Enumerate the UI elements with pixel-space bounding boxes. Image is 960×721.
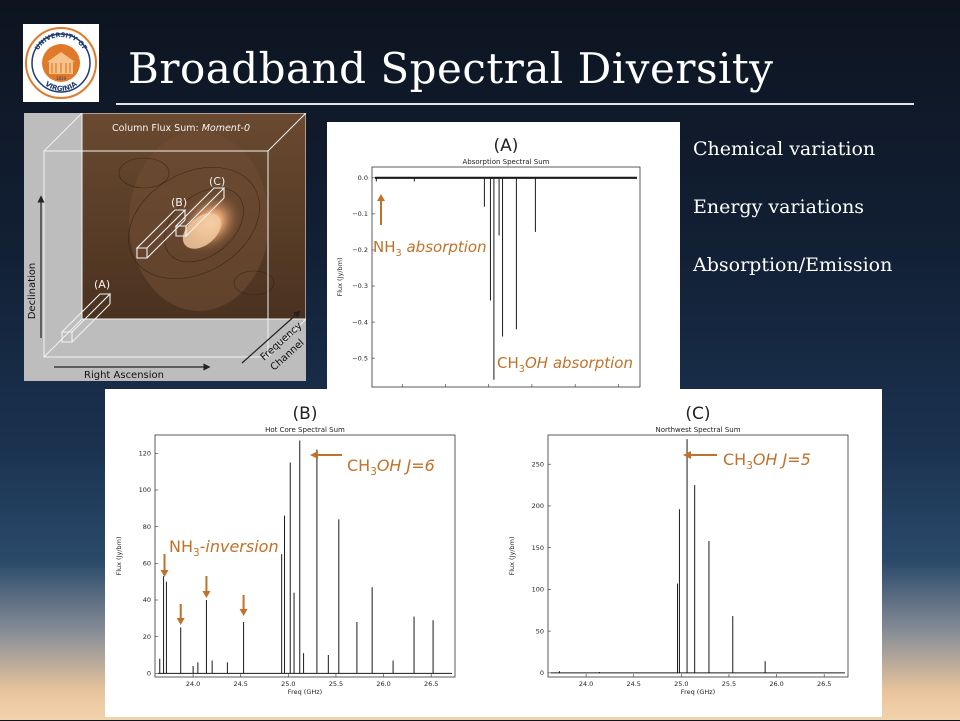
chart-b-ytick-label: 120 — [139, 450, 151, 458]
chart-a-nh3-annotation: NH3 absorption — [373, 238, 487, 259]
chart-b-title: Hot Core Spectral Sum — [265, 426, 345, 434]
emission-spectra-panel: (B) Hot Core Spectral Sum 24.0 24.5 25.0 25.5… — [105, 389, 882, 717]
cube-box-label-a: (A) — [94, 278, 110, 291]
chart-b-chart: (B) Hot Core Spectral Sum 24.0 24.5 25.0 25.5… — [115, 404, 456, 696]
logo-year: 1819 — [56, 76, 67, 81]
chart-b-ytick-label: 100 — [139, 486, 151, 494]
chart-b-ytick-label: 60 — [143, 560, 151, 568]
chart-a-ch3oh-annotation: CH3OH absorption — [497, 354, 633, 375]
chart-a-chart: (A)Absorption Spectral Sum24.024.525.025… — [336, 136, 641, 406]
chart-a-ytick-label: 0.0 — [358, 174, 368, 182]
chart-b-nh3-annotation: NH3-inversion — [169, 537, 279, 559]
chart-c-ylabel: Flux (Jy/bm) — [508, 536, 516, 575]
chart-b-frame — [154, 434, 456, 678]
absorption-spectrum-panel: (A)Absorption Spectral Sum24.024.525.025… — [327, 122, 680, 406]
chart-a-panel-label: (A) — [494, 136, 519, 156]
logo-text-bottom: VIRGINIA — [43, 80, 79, 94]
title-underline — [116, 103, 914, 105]
chart-a-svg: (A)Absorption Spectral Sum24.024.525.025… — [336, 136, 641, 406]
chart-c-xtick-label: 26.0 — [769, 680, 783, 688]
chart-b-xtick-label: 25.5 — [329, 680, 343, 688]
chart-b-ylabel: Flux (Jy/bm) — [115, 536, 123, 575]
chart-b-ytick-label: 80 — [143, 523, 151, 531]
chart-c-ytick-label: 250 — [532, 460, 544, 468]
chart-c-ch3oh-annotation: CH3OH J=5 — [723, 450, 811, 472]
chart-a-ytick-label: −0.4 — [352, 318, 368, 326]
chart-bc-svg: (B) Hot Core Spectral Sum 24.0 24.5 25.0 25.5… — [115, 404, 849, 696]
chart-c-title: Northwest Spectral Sum — [655, 426, 740, 434]
bullet-energy: Energy variations — [693, 196, 865, 218]
chart-b-ch3oh-arrow-head — [310, 451, 318, 459]
data-cube-svg: (A) (B) (C) Column Flux Sum: Moment-0 De… — [24, 112, 307, 381]
chart-c-xtick-label: 26.5 — [817, 680, 831, 688]
chart-a-ytick-label: −0.1 — [352, 210, 368, 218]
chart-c-ch3oh-arrow-head — [683, 451, 691, 459]
cube-xlabel: Right Ascension — [84, 370, 164, 381]
chart-a-nh3-arrow-head — [377, 194, 385, 201]
bullet-chemical: Chemical variation — [693, 138, 876, 160]
rotunda-seal-icon: 1819 UNIVERSITY OF VIRGINIA — [25, 27, 97, 99]
chart-a-ytick-label: −0.5 — [352, 354, 368, 362]
chart-b-xtick-label: 24.0 — [186, 680, 200, 688]
chart-b-xtick-label: 25.0 — [281, 680, 295, 688]
chart-c-chart: (C) Northwest Spectral Sum 24.0 24.5 25.0 25.… — [508, 404, 849, 696]
chart-b-ytick-label: 20 — [143, 633, 151, 641]
chart-b-nh3-arrow-3-head — [202, 591, 211, 598]
cube-ylabel: Declination — [27, 263, 38, 320]
chart-c-ytick-label: 50 — [536, 627, 544, 635]
chart-b-xlabel: Freq (GHz) — [288, 688, 322, 696]
chart-b-xtick-label: 26.0 — [376, 680, 390, 688]
chart-b-nh3-arrow-1-head — [160, 570, 169, 577]
university-logo: 1819 UNIVERSITY OF VIRGINIA — [23, 24, 99, 102]
chart-b-xtick-label: 24.5 — [233, 680, 247, 688]
chart-c-xtick-label: 25.5 — [722, 680, 736, 688]
chart-b-nh3-arrow-4-head — [239, 609, 248, 616]
chart-c-ytick-label: 200 — [532, 502, 544, 510]
chart-c-xtick-label: 25.0 — [674, 680, 688, 688]
chart-b-nh3-arrow-2-head — [176, 618, 185, 625]
chart-b-ytick-label: 0 — [147, 670, 151, 678]
chart-b-ch3oh-annotation: CH3OH J=6 — [347, 456, 435, 478]
chart-a-ylabel: Flux (Jy/bm) — [336, 257, 344, 296]
chart-b-xtick-label: 26.5 — [424, 680, 438, 688]
slide-title: Broadband Spectral Diversity — [128, 44, 774, 93]
chart-b-ytick-label: 40 — [143, 596, 151, 604]
chart-c-xlabel: Freq (GHz) — [681, 688, 715, 696]
chart-c-ytick-label: 100 — [532, 586, 544, 594]
bullet-absorption-emission: Absorption/Emission — [693, 254, 893, 276]
chart-a-ytick-label: −0.2 — [352, 246, 368, 254]
chart-c-ytick-label: 0 — [540, 669, 544, 677]
cube-box-label-b: (B) — [171, 196, 187, 209]
chart-a-frame — [371, 166, 641, 388]
bullet-list: Chemical variation Energy variations Abs… — [693, 138, 892, 312]
data-cube-figure: (A) (B) (C) Column Flux Sum: Moment-0 De… — [24, 112, 307, 381]
chart-c-xtick-label: 24.5 — [626, 680, 640, 688]
chart-b-panel-label: (B) — [293, 404, 318, 424]
cube-box-label-c: (C) — [209, 175, 225, 188]
chart-a-title: Absorption Spectral Sum — [463, 158, 550, 166]
chart-c-xtick-label: 24.0 — [579, 680, 593, 688]
chart-c-ytick-label: 150 — [532, 544, 544, 552]
chart-a-ytick-label: −0.3 — [352, 282, 368, 290]
chart-c-frame — [547, 434, 849, 678]
cube-title: Column Flux Sum: Moment-0 — [112, 123, 250, 134]
chart-c-panel-label: (C) — [685, 404, 710, 424]
